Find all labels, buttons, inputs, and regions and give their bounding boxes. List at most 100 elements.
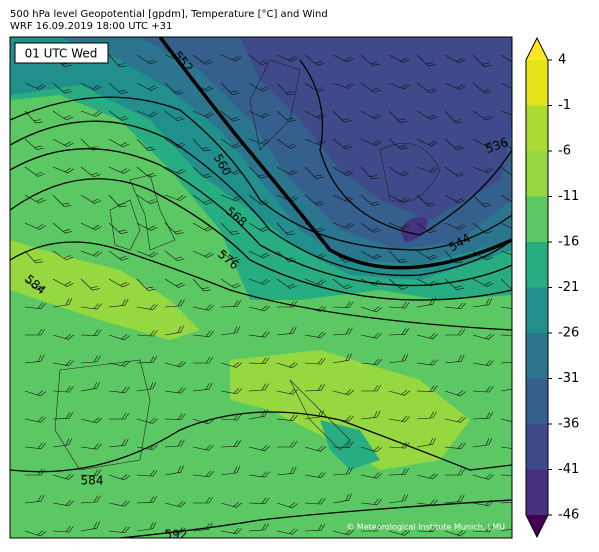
wind-barb [52,82,73,94]
wind-barb [108,438,129,448]
wind-barb [52,250,74,261]
map-frame [9,36,513,539]
wind-barb [108,386,130,393]
wind-barb [304,138,326,146]
wind-barb [164,299,185,308]
wind-barb [220,527,242,535]
wind-barb [304,166,324,179]
wind-barb [360,166,379,180]
wind-barb [192,418,215,425]
wind-barb [444,442,466,449]
wind-barb [276,502,299,509]
wind-barb [472,278,494,287]
wind-barb [332,415,354,422]
wind-barb [108,194,127,208]
wind-barb [500,54,512,64]
wind-barb [108,360,131,367]
wind-barb [164,82,184,95]
wind-barb [500,495,512,504]
wind-barb [136,222,158,231]
wind-barb [500,469,512,476]
wind-barb [52,110,74,121]
wind-barb [472,333,495,340]
wind-barb [444,302,466,309]
wind-barb [276,362,299,369]
wind-barb [136,470,158,477]
wind-barb [388,354,409,364]
wind-barb [444,494,465,504]
wind-barb [52,499,74,507]
wind-barb [472,82,493,94]
wind-barb [276,82,295,96]
wind-barb [332,278,353,290]
wind-barb [444,166,465,177]
wind-barb [472,438,493,448]
wind-barb [24,278,44,291]
wind-barb [304,250,326,259]
wind-barb [276,388,299,395]
contour-552 [158,37,512,270]
colorbar-tick-label: -21 [558,280,579,295]
wind-barb [192,304,215,311]
wind-barb [248,278,271,285]
wind-barb [220,440,242,448]
wind-barb [416,525,438,532]
time-label-box [14,42,109,64]
wind-barb [52,412,74,420]
wind-barb [220,387,242,395]
wind-barb [108,298,129,308]
colorbar-band [526,196,548,242]
time-label: 01 UTC Wed [25,47,98,61]
wind-barb [360,278,382,286]
colorbar: -46 -41 -36 -31 -26 -21 -16 -11 -6 -1 4 [525,36,579,539]
wind-barb [24,302,46,309]
wind-barb [416,385,438,392]
colorbar-band [526,242,548,288]
wind-barb [136,382,157,392]
wind-barb [164,54,187,61]
wind-barb [24,222,46,230]
wind-barb [388,389,411,396]
colorbar-band [526,287,548,333]
wind-barb [248,194,269,206]
wind-barb [108,166,130,174]
wind-barb [360,110,382,120]
wind-barb [136,496,158,504]
wind-barb [360,446,383,453]
wind-barb [360,222,381,233]
wind-barb [108,222,128,235]
wind-barb [52,526,74,533]
wind-barb [332,222,355,229]
wind-barb [108,334,131,341]
wind-barb [444,110,463,124]
wind-barb [276,528,299,535]
wind-barb [136,522,157,532]
wind-barb [444,416,467,423]
wind-barb [360,138,382,146]
wind-barb [164,166,186,175]
temperature-field [320,420,380,470]
wind-barb [136,110,158,118]
wind-barb [220,138,242,149]
wind-barb [192,522,213,532]
wind-barb [332,194,354,203]
wind-barb [220,300,242,308]
wind-barb [136,356,158,364]
wind-barb [304,410,325,420]
wind-barb [304,82,326,93]
wind-barb [277,440,298,448]
wind-barb [332,441,354,448]
wind-barb [108,474,131,481]
wind-barb [472,473,495,480]
wind-barb [248,305,271,312]
wind-barb [416,250,438,260]
wind-barb [164,250,185,262]
wind-barb [332,389,355,396]
wind-barb [24,390,47,397]
wind-barb [388,82,410,90]
wind-barb [332,529,355,536]
wind-barb [24,138,44,151]
wind-barb [361,524,382,532]
wind-barb [388,194,410,203]
wind-barb [304,110,326,119]
